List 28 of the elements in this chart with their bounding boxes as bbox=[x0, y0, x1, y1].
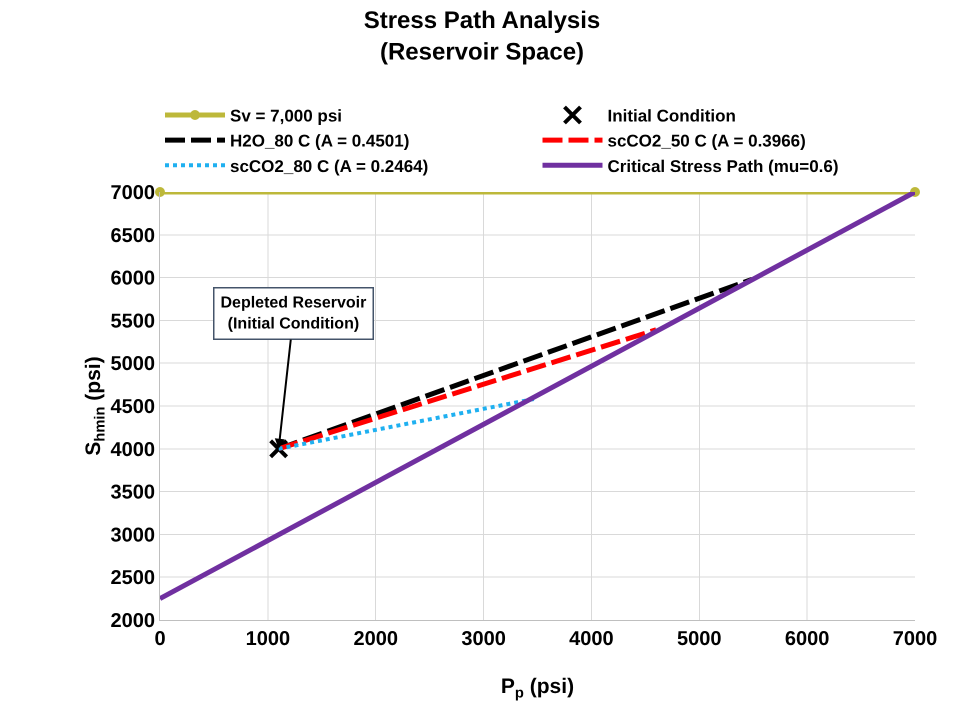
x-axis-title: P$_{p}$ (psi) bbox=[500, 675, 574, 702]
y-tick-label: 6000 bbox=[110, 268, 155, 290]
x-tick-label: 0 bbox=[154, 628, 166, 650]
y-tick-label: 7000 bbox=[110, 182, 155, 204]
legend-label: Initial Condition bbox=[608, 106, 736, 126]
y-tick-label: 2000 bbox=[110, 610, 155, 632]
legend-label: H2O_80 C (A = 0.4501) bbox=[230, 132, 410, 151]
y-tick-label: 4500 bbox=[110, 396, 155, 418]
y-tick-label: 2500 bbox=[110, 567, 155, 590]
annotation: Depleted Reservoir (Initial Condition) bbox=[220, 294, 366, 332]
y-tick-label: 5000 bbox=[110, 353, 155, 376]
legend-label: Critical Stress Path (mu=0.6) bbox=[608, 156, 839, 176]
x-tick-label: 4000 bbox=[569, 628, 614, 650]
x-tick-label: 7000 bbox=[892, 628, 938, 650]
y-tick-label: 5500 bbox=[110, 310, 155, 332]
legend-label: scCO2_50 C (A = 0.3966) bbox=[608, 132, 806, 151]
x-tick-label: 5000 bbox=[677, 628, 722, 650]
y-tick-label: 3000 bbox=[110, 524, 155, 546]
y-tick-label: 4000 bbox=[110, 438, 155, 461]
x-tick-label: 1000 bbox=[246, 628, 290, 650]
legend-label: Sv = 7,000 psi bbox=[230, 106, 342, 126]
legend-label: scCO2_80 C (A = 0.2464) bbox=[230, 156, 428, 176]
chart-title: Stress Path Analysis (Reservoir Space) bbox=[364, 7, 600, 66]
x-tick-label: 3000 bbox=[461, 628, 506, 650]
x-tick-label: 2000 bbox=[353, 628, 398, 650]
y-tick-label: 3500 bbox=[110, 482, 155, 504]
y-tick-label: 6500 bbox=[110, 224, 155, 247]
x-tick-label: 6000 bbox=[784, 628, 830, 650]
